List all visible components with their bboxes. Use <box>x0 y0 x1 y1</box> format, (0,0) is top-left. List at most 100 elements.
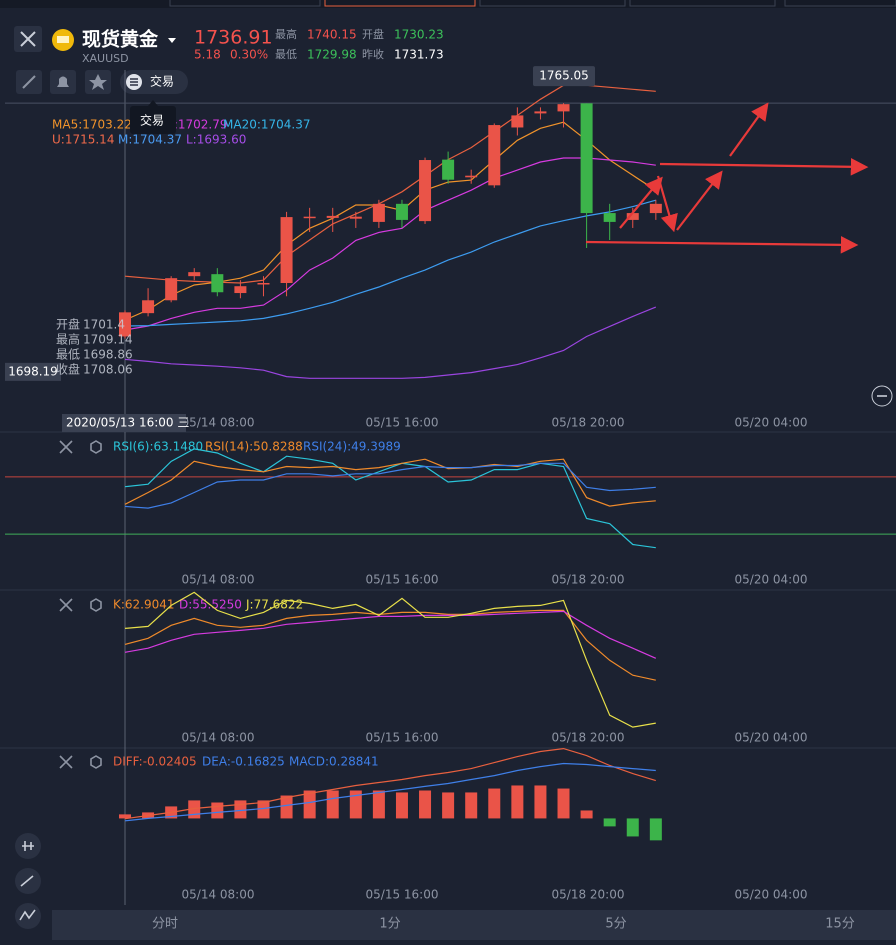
macd-bar <box>488 788 501 819</box>
macd-bar <box>649 818 662 841</box>
hover-value: 1701.4 <box>83 318 125 332</box>
ma-label: MA5:1703.22 <box>52 118 132 132</box>
legend-label: MACD:0.28841 <box>289 755 379 769</box>
hover-label: 最低 <box>56 348 80 362</box>
indicator-line <box>124 591 656 728</box>
time-label: 05/15 16:00 <box>366 888 439 902</box>
macd-bar <box>465 792 478 819</box>
time-label: 05/18 20:00 <box>552 416 625 430</box>
panel-controls[interactable] <box>59 440 102 769</box>
candle-body <box>419 160 432 222</box>
hover-date: 2020/05/13 16:00 三 <box>66 416 189 430</box>
candle-body <box>303 216 316 219</box>
macd-bar <box>557 788 570 819</box>
macd-bar <box>419 790 432 819</box>
change: 5.18 <box>194 48 221 62</box>
low-label: 1698.19 <box>8 364 58 378</box>
hover-value: 1698.86 <box>83 348 133 362</box>
time-label: 05/20 04:00 <box>735 573 808 587</box>
tooltip: 交易 <box>130 100 176 134</box>
alert-button[interactable] <box>50 70 76 94</box>
legend-label: DEA:-0.16825 <box>202 755 285 769</box>
tab-stub <box>479 0 626 7</box>
macd-bar <box>372 790 385 819</box>
candle-body <box>234 286 247 294</box>
symbol: XAUUSD <box>82 52 129 65</box>
candle-body <box>649 203 662 214</box>
indicator-line <box>124 157 656 331</box>
indicator-line <box>124 458 656 507</box>
dropdown-caret[interactable] <box>168 38 176 43</box>
candle-body <box>188 272 201 277</box>
time-label: 05/20 04:00 <box>735 888 808 902</box>
fullscreen-button[interactable] <box>16 70 42 94</box>
candle-body <box>395 203 408 220</box>
candle-body <box>142 300 155 314</box>
close-button[interactable] <box>14 26 42 52</box>
side-tools[interactable] <box>15 833 41 929</box>
tooltip-text: 交易 <box>140 113 164 128</box>
time-label: 05/20 04:00 <box>735 731 808 745</box>
period-tab[interactable]: 1分 <box>379 917 400 932</box>
trade-label[interactable]: 交易 <box>150 74 174 89</box>
time-label: 05/14 08:00 <box>182 888 255 902</box>
candle-body <box>534 111 547 114</box>
stat-value: 1729.98 <box>307 48 357 62</box>
candle-body <box>557 104 570 112</box>
macd-bar <box>395 792 408 819</box>
time-label: 05/18 20:00 <box>552 888 625 902</box>
stat-label: 开盘 <box>362 27 384 41</box>
macd-bar <box>534 785 547 819</box>
date-box: 2020/05/13 16:00 三 <box>62 414 189 432</box>
period-tab[interactable]: 分时 <box>152 917 178 932</box>
legend-label: RSI(14):50.8288 <box>205 440 303 454</box>
plot-layer: MA5:1703.22 MA10:1702.79MA20:1704.37U:171… <box>5 66 896 902</box>
instrument-name[interactable]: 现货黄金 <box>82 28 159 51</box>
low-box <box>5 362 61 381</box>
time-label: 05/14 08:00 <box>182 573 255 587</box>
tab-bar <box>52 910 896 940</box>
candle-body <box>211 274 224 293</box>
candle-body <box>488 125 501 186</box>
zoom-out[interactable] <box>871 385 893 407</box>
candle-body <box>165 278 178 301</box>
macd-bar <box>626 818 639 837</box>
price: 1736.91 <box>194 27 273 49</box>
legend-label: RSI(6):63.1480 <box>113 440 203 454</box>
time-label: 05/14 08:00 <box>182 731 255 745</box>
favorite-button[interactable] <box>85 70 111 94</box>
tab-stub <box>169 0 321 7</box>
legend-label: J:77.6822 <box>245 598 303 612</box>
macd-bar <box>119 814 131 819</box>
hover-value: 1709.14 <box>83 333 133 347</box>
indicator-line <box>124 609 656 681</box>
tab-stub <box>784 0 896 7</box>
stat-value: 1730.23 <box>394 28 444 42</box>
macd-bar <box>442 792 455 819</box>
hover-box: 开盘 1701.4 最高 1709.14 最低 1698.86 收盘 1708.06 <box>56 317 133 377</box>
ma-label: M:1704.37 <box>118 133 182 147</box>
indicator-line <box>124 199 656 327</box>
legend-label: DIFF:-0.02405 <box>113 755 197 769</box>
time-label: 05/15 16:00 <box>366 573 439 587</box>
candle-body <box>372 203 385 222</box>
candle-body <box>257 283 270 285</box>
macd-bar <box>603 818 616 827</box>
top-strip <box>0 0 896 8</box>
period-tab[interactable]: 5分 <box>605 917 626 932</box>
change-pct: 0.30% <box>230 48 268 62</box>
stat-value: 1740.15 <box>307 28 357 42</box>
indicator-line <box>124 462 656 509</box>
candle-body <box>626 213 639 220</box>
period-tab[interactable]: 15分 <box>825 917 855 932</box>
hover-value: 1708.06 <box>83 363 133 377</box>
candle-body <box>465 175 478 178</box>
macd-bar <box>326 790 339 819</box>
time-label: 05/20 04:00 <box>735 416 808 430</box>
time-label: 05/15 16:00 <box>366 731 439 745</box>
macd-bar <box>280 795 293 819</box>
trade-button[interactable]: 交易 <box>120 70 188 94</box>
candle-body <box>119 312 131 337</box>
candle-body <box>442 159 455 180</box>
